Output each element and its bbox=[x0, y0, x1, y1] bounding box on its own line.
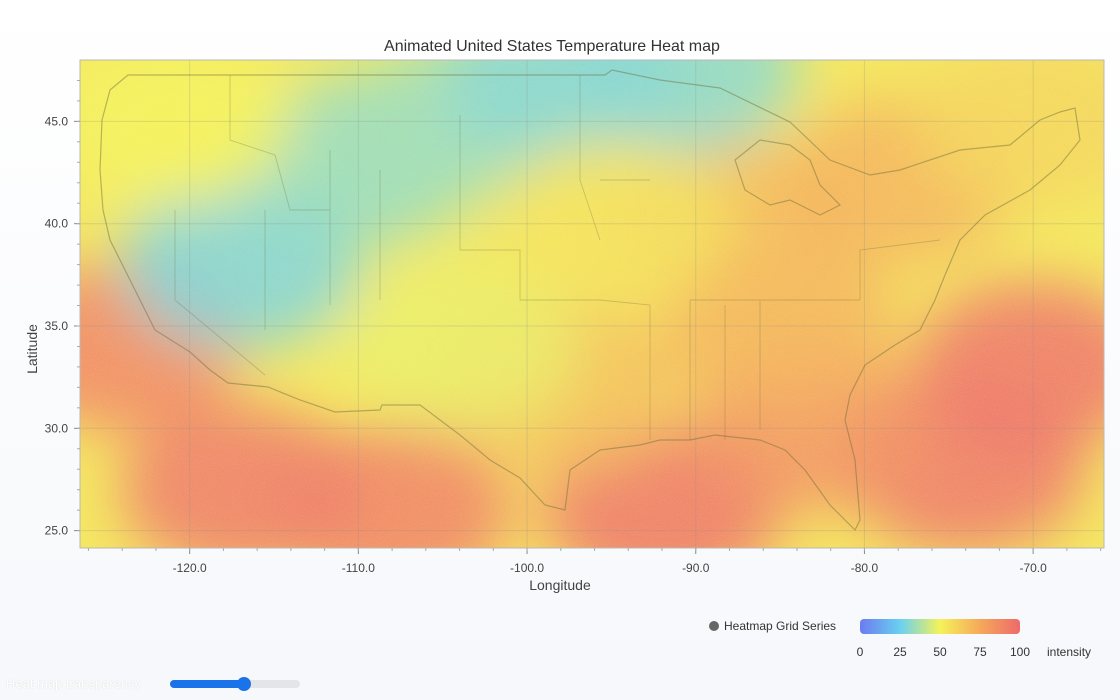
x-tick-label: -100.0 bbox=[510, 561, 544, 575]
y-tick-label: 35.0 bbox=[45, 319, 69, 333]
y-tick-label: 45.0 bbox=[45, 114, 69, 128]
plot-area bbox=[80, 60, 1104, 548]
colorbar-tick-label: 75 bbox=[973, 645, 987, 659]
legend-series-name[interactable]: Heatmap Grid Series bbox=[724, 619, 836, 633]
grid-lines bbox=[80, 60, 1104, 548]
x-tick-label: -70.0 bbox=[1019, 561, 1047, 575]
us-outline bbox=[99, 69, 1081, 532]
y-tick-label: 40.0 bbox=[45, 217, 69, 231]
colorbar-tick-label: 0 bbox=[857, 645, 864, 659]
x-axis: -120.0 -110.0 -100.0 -90.0 -80.0 -70.0 bbox=[87, 548, 1102, 575]
y-tick-label: 25.0 bbox=[45, 524, 69, 538]
great-lakes-path bbox=[734, 139, 842, 216]
transparency-slider[interactable] bbox=[170, 677, 300, 691]
series-marker-icon[interactable] bbox=[709, 621, 719, 631]
heatmap-texture bbox=[80, 60, 1104, 548]
colorbar-tick-label: 50 bbox=[933, 645, 947, 659]
colorbar-tick-label: 100 bbox=[1010, 645, 1030, 659]
plot-border bbox=[79, 59, 1105, 549]
colorbar-ticks: 0 25 50 75 100 bbox=[857, 645, 1031, 659]
y-axis-title: Latitude bbox=[24, 324, 40, 374]
x-tick-label: -80.0 bbox=[851, 561, 879, 575]
transparency-label: Heat map transparency bbox=[6, 676, 142, 691]
x-tick-label: -90.0 bbox=[682, 561, 710, 575]
us-border-path bbox=[99, 69, 1081, 532]
colorbar-label: intensity bbox=[1047, 645, 1091, 659]
y-tick-label: 30.0 bbox=[45, 421, 69, 435]
legend: Heatmap Grid Series 0 25 50 75 100 intensity bbox=[709, 619, 1091, 659]
x-axis-title: Longitude bbox=[529, 577, 591, 593]
chart-title: Animated United States Temperature Heat … bbox=[384, 38, 720, 55]
y-axis: 45.0 40.0 35.0 30.0 25.0 bbox=[45, 79, 80, 538]
colorbar-tick-label: 25 bbox=[893, 645, 907, 659]
x-tick-label: -120.0 bbox=[173, 561, 207, 575]
colorbar bbox=[860, 619, 1020, 634]
state-lines-path bbox=[174, 75, 941, 440]
x-tick-label: -110.0 bbox=[342, 561, 375, 575]
